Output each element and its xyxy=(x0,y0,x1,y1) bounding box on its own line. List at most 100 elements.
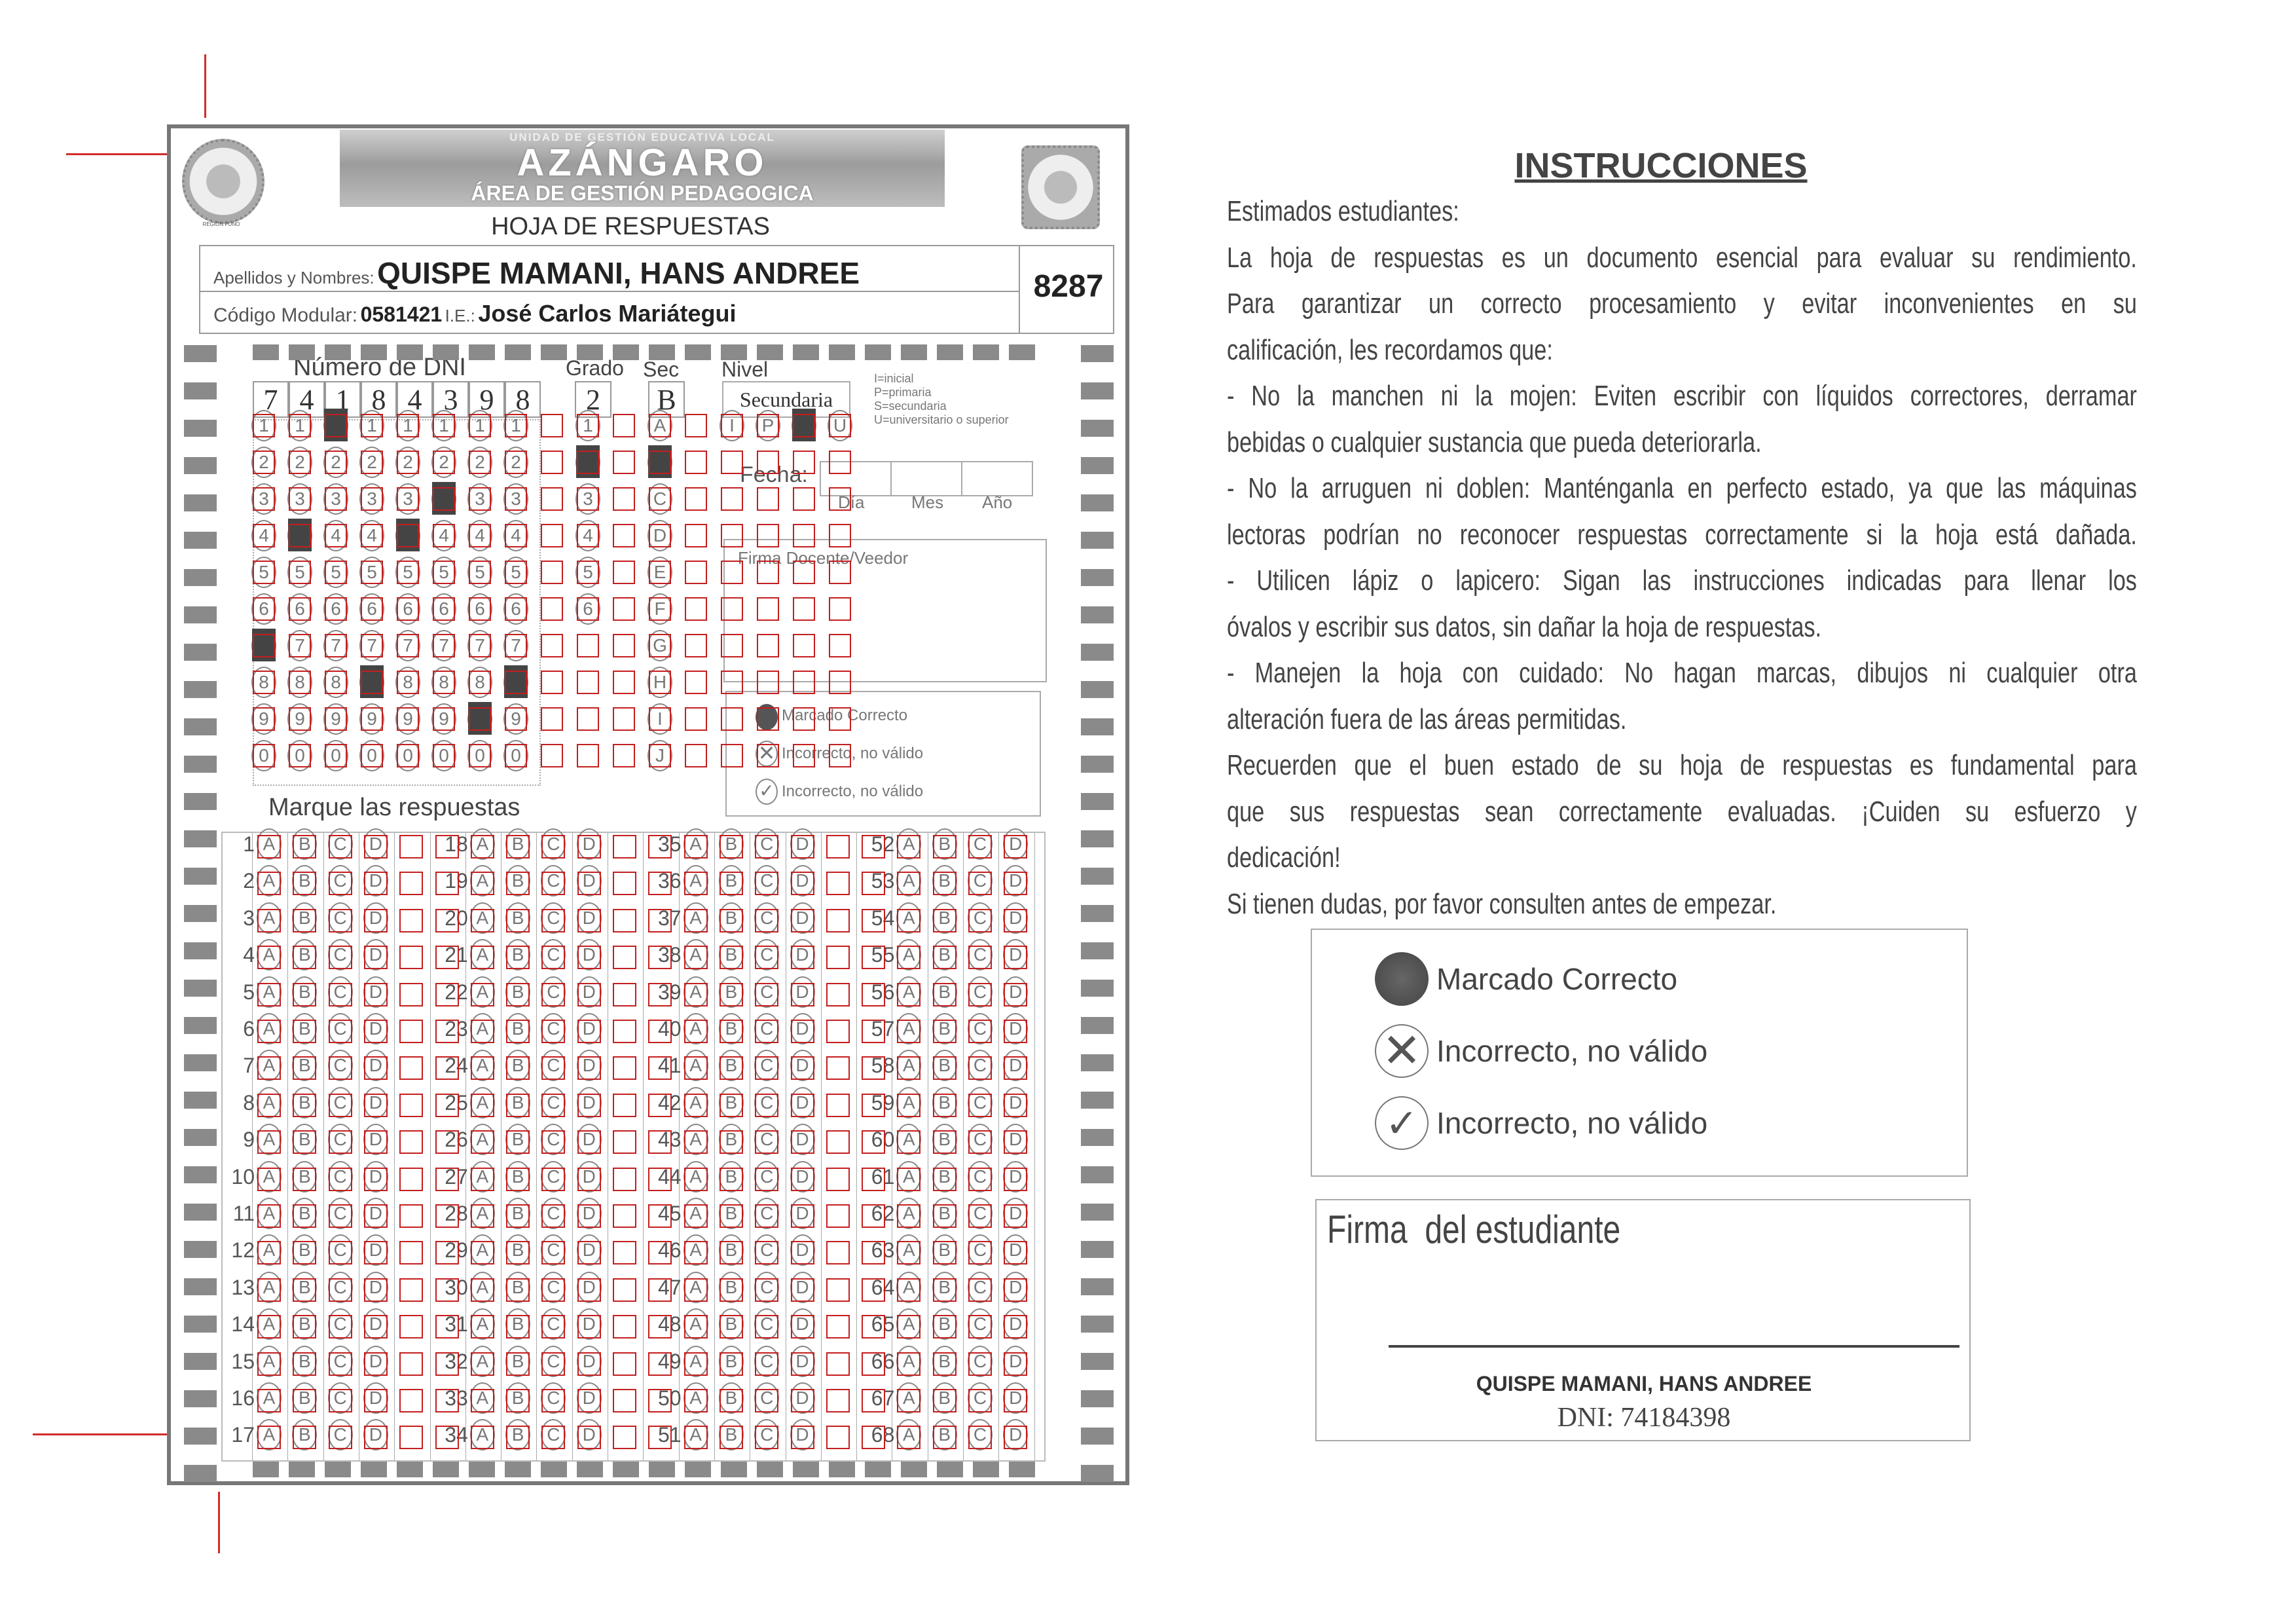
dni-bubble[interactable]: 7 xyxy=(503,630,528,661)
dni-bubble[interactable]: 8 xyxy=(287,667,312,698)
dni-bubble[interactable]: 5 xyxy=(395,557,420,588)
dni-bubble[interactable]: 6 xyxy=(287,593,312,625)
level-bubble[interactable]: U xyxy=(828,410,852,441)
dni-bubble[interactable]: 2 xyxy=(359,447,384,478)
dni-bubble[interactable]: 4 xyxy=(467,520,492,551)
dni-bubble[interactable]: 6 xyxy=(323,593,348,625)
section-bubble[interactable]: E xyxy=(647,557,672,588)
dni-bubble[interactable]: 4 xyxy=(503,520,528,551)
dni-bubble[interactable]: 5 xyxy=(359,557,384,588)
dni-bubble[interactable]: 2 xyxy=(503,447,528,478)
dni-bubble[interactable]: 2 xyxy=(431,447,456,478)
student-signature-box[interactable]: Firma del estudiante QUISPE MAMANI, HANS… xyxy=(1315,1199,1971,1441)
date-month-field[interactable] xyxy=(890,461,962,496)
detection-box xyxy=(613,1093,636,1117)
dni-bubble[interactable]: 1 xyxy=(467,410,492,441)
detection-box xyxy=(541,597,563,621)
dni-bubble[interactable]: 2 xyxy=(251,447,276,478)
dni-bubble[interactable]: 8 xyxy=(467,667,492,698)
section-bubble[interactable]: I xyxy=(647,703,672,735)
dni-bubble[interactable]: 3 xyxy=(251,483,276,515)
dni-bubble[interactable]: 2 xyxy=(467,447,492,478)
section-bubble[interactable]: G xyxy=(647,630,672,661)
dni-bubble[interactable]: 7 xyxy=(431,630,456,661)
dni-bubble[interactable]: 4 xyxy=(431,520,456,551)
dni-bubble[interactable]: 4 xyxy=(251,520,276,551)
dni-bubble[interactable]: 8 xyxy=(431,667,456,698)
dni-bubble[interactable]: 3 xyxy=(323,483,348,515)
level-bubble[interactable]: I xyxy=(720,410,744,441)
dni-bubble[interactable]: 5 xyxy=(503,557,528,588)
dni-bubble[interactable]: 0 xyxy=(503,740,528,771)
level-value-box[interactable]: Secundaria xyxy=(722,381,850,418)
dni-bubble[interactable]: 3 xyxy=(395,483,420,515)
dni-bubble[interactable]: 0 xyxy=(395,740,420,771)
dni-bubble[interactable]: 6 xyxy=(467,593,492,625)
detection-box xyxy=(721,707,743,731)
dni-bubble[interactable]: 1 xyxy=(251,410,276,441)
dni-bubble[interactable]: 3 xyxy=(287,483,312,515)
section-bubble[interactable]: D xyxy=(647,520,672,551)
dni-bubble[interactable]: 0 xyxy=(287,740,312,771)
dni-bubble[interactable]: 1 xyxy=(395,410,420,441)
section-bubble[interactable]: J xyxy=(647,740,672,771)
detection-box xyxy=(683,1130,708,1154)
dni-bubble[interactable]: 9 xyxy=(395,703,420,735)
dni-bubble[interactable]: 3 xyxy=(359,483,384,515)
dni-bubble[interactable]: 7 xyxy=(359,630,384,661)
section-bubble[interactable]: A xyxy=(647,410,672,441)
dni-bubble[interactable]: 6 xyxy=(503,593,528,625)
dni-bubble[interactable]: 6 xyxy=(359,593,384,625)
dni-bubble[interactable]: 4 xyxy=(323,520,348,551)
dni-bubble[interactable]: 5 xyxy=(287,557,312,588)
grade-bubble[interactable]: 4 xyxy=(575,520,600,551)
dni-bubble[interactable]: 8 xyxy=(395,667,420,698)
grade-bubble[interactable]: 3 xyxy=(575,483,600,515)
grade-bubble[interactable]: 5 xyxy=(575,557,600,588)
dni-bubble[interactable]: 7 xyxy=(395,630,420,661)
dni-bubble[interactable]: 9 xyxy=(323,703,348,735)
dni-bubble[interactable]: 0 xyxy=(467,740,492,771)
dni-bubble[interactable]: 7 xyxy=(467,630,492,661)
dni-bubble[interactable]: 5 xyxy=(251,557,276,588)
dni-bubble[interactable]: 1 xyxy=(431,410,456,441)
dni-bubble[interactable]: 9 xyxy=(287,703,312,735)
dni-bubble[interactable]: 4 xyxy=(359,520,384,551)
teacher-signature-box[interactable]: Firma Docente/Veedor xyxy=(723,539,1047,682)
dni-bubble[interactable]: 0 xyxy=(431,740,456,771)
dni-bubble[interactable]: 7 xyxy=(323,630,348,661)
dni-bubble[interactable]: 0 xyxy=(359,740,384,771)
dni-bubble[interactable]: 7 xyxy=(287,630,312,661)
dni-bubble[interactable]: 2 xyxy=(395,447,420,478)
dni-bubble[interactable]: 8 xyxy=(251,667,276,698)
section-bubble[interactable]: C xyxy=(647,483,672,515)
dni-bubble[interactable]: 2 xyxy=(323,447,348,478)
dni-bubble[interactable]: 9 xyxy=(359,703,384,735)
date-year-field[interactable] xyxy=(961,461,1033,496)
detection-box xyxy=(755,982,779,1006)
dni-bubble[interactable]: 8 xyxy=(323,667,348,698)
dni-bubble[interactable]: 6 xyxy=(251,593,276,625)
dni-bubble[interactable]: 1 xyxy=(503,410,528,441)
grade-bubble[interactable]: 6 xyxy=(575,593,600,625)
dni-bubble[interactable]: 5 xyxy=(431,557,456,588)
dni-bubble[interactable]: 6 xyxy=(431,593,456,625)
dni-bubble[interactable]: 5 xyxy=(467,557,492,588)
dni-bubble[interactable]: 9 xyxy=(431,703,456,735)
dni-bubble[interactable]: 0 xyxy=(323,740,348,771)
dni-bubble[interactable]: 0 xyxy=(251,740,276,771)
dni-bubble[interactable]: 1 xyxy=(287,410,312,441)
grade-bubble[interactable]: 1 xyxy=(575,410,600,441)
section-bubble[interactable]: H xyxy=(647,667,672,698)
dni-bubble[interactable]: 1 xyxy=(359,410,384,441)
dni-bubble[interactable]: 5 xyxy=(323,557,348,588)
dni-bubble[interactable]: 6 xyxy=(395,593,420,625)
section-bubble[interactable]: F xyxy=(647,593,672,625)
dni-bubble[interactable]: 9 xyxy=(251,703,276,735)
dni-bubble[interactable]: 9 xyxy=(503,703,528,735)
detection-box xyxy=(433,707,455,731)
level-bubble[interactable]: P xyxy=(756,410,780,441)
dni-bubble[interactable]: 3 xyxy=(467,483,492,515)
dni-bubble[interactable]: 3 xyxy=(503,483,528,515)
dni-bubble[interactable]: 2 xyxy=(287,447,312,478)
